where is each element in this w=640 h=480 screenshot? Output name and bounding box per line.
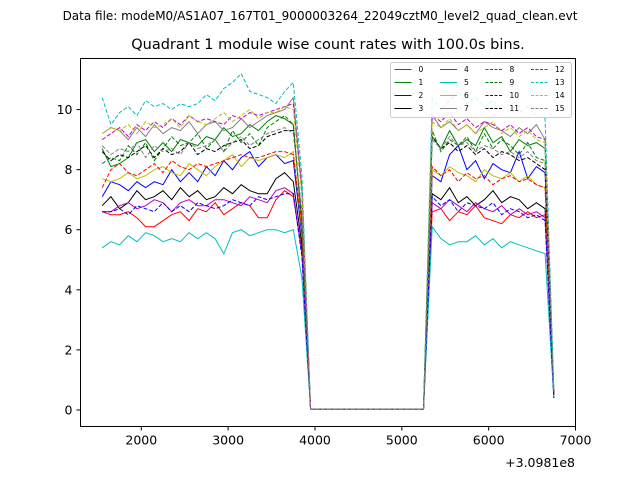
series-line-10 [102,193,555,410]
series-line-5 [101,225,555,410]
legend-label-5: 5 [464,78,469,87]
axes-frame [80,58,576,427]
legend-label-10: 10 [510,91,520,100]
x-tick-label: 5000 [386,433,418,448]
legend-box [390,62,572,118]
legend-label-14: 14 [555,91,565,100]
y-tick-label: 2 [65,342,73,357]
legend-label-15: 15 [555,104,565,113]
legend-label-3: 3 [419,104,424,113]
legend-label-2: 2 [419,91,424,100]
series-line-15 [101,127,555,410]
series-line-9 [101,114,555,410]
legend-label-9: 9 [510,78,515,87]
legend-label-1: 1 [419,78,424,87]
x-axis: 2000 3000 4000 5000 6000 7000 [125,426,592,448]
series-line-0 [102,190,555,410]
y-tick-label: 6 [65,222,73,237]
x-tick-label: 6000 [473,433,505,448]
legend-label-11: 11 [510,104,520,113]
x-tick-label: 3000 [212,433,244,448]
legend-label-4: 4 [464,65,469,74]
series-line-12 [101,102,555,410]
series-line-1 [101,115,555,410]
series-line-3 [101,172,555,410]
legend-label-7: 7 [464,104,469,113]
y-tick-label: 4 [65,282,73,297]
y-tick-label: 10 [57,102,73,117]
plot-area [101,72,555,410]
x-tick-label: 4000 [299,433,331,448]
legend-label-0: 0 [419,65,424,74]
x-tick-label: 2000 [125,433,157,448]
legend-label-12: 12 [555,65,565,74]
series-line-14 [101,106,555,410]
series-line-13 [101,72,555,410]
legend-label-6: 6 [464,91,469,100]
series-line-4 [102,187,555,410]
series-line-6 [102,150,555,410]
series-line-2 [101,144,555,410]
x-tick-label: 7000 [560,433,592,448]
y-tick-label: 0 [65,402,73,417]
y-tick-label: 8 [65,162,73,177]
legend-label-13: 13 [555,78,565,87]
y-axis: 0 2 4 6 8 10 [57,102,81,417]
x-offset-label: +3.0981e8 [505,455,575,470]
chart-title: Quadrant 1 module wise count rates with … [131,37,525,53]
supertitle: Data file: modeM0/AS1A07_167T01_90000032… [63,9,578,23]
legend-label-8: 8 [510,65,515,74]
series-line-8 [101,151,555,410]
series-line-7 [101,96,555,410]
